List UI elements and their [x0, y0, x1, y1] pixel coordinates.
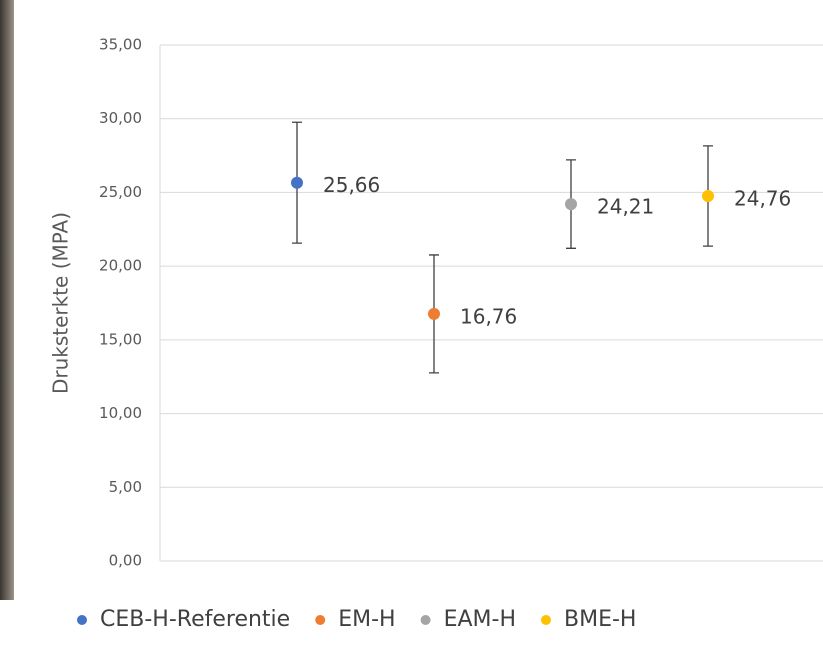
data-point: [291, 177, 303, 189]
data-label: 24,76: [734, 186, 791, 210]
legend-marker: [77, 615, 87, 625]
y-tick-label: 35,00: [99, 36, 142, 54]
legend-marker: [315, 615, 325, 625]
legend-label: EAM-H: [444, 607, 516, 632]
page: Druksterkte (MPA) 0,00 5,00 10,00 15,00 20,0…: [0, 0, 823, 650]
y-tick-label: 0,00: [109, 552, 142, 570]
y-tick-label: 10,00: [99, 404, 142, 422]
y-tick-label: 20,00: [99, 257, 142, 275]
data-label: 24,21: [597, 195, 654, 219]
legend-marker: [541, 615, 551, 625]
data-point: [702, 190, 714, 202]
legend-marker: [421, 615, 431, 625]
legend-label: EM-H: [338, 607, 395, 632]
y-tick-label: 15,00: [99, 330, 142, 348]
data-label: 25,66: [323, 173, 380, 197]
y-tick-label: 5,00: [109, 478, 142, 496]
data-point: [565, 198, 577, 210]
legend-label: BME-H: [564, 607, 636, 632]
data-point: [428, 308, 440, 320]
chart: Druksterkte (MPA) 0,00 5,00 10,00 15,00 20,0…: [0, 0, 823, 650]
legend-label: CEB-H-Referentie: [100, 607, 290, 632]
y-axis-label: Druksterkte (MPA): [49, 212, 73, 394]
y-tick-label: 25,00: [99, 183, 142, 201]
data-label: 16,76: [460, 304, 517, 328]
background-photo-strip: [0, 0, 14, 600]
y-tick-label: 30,00: [99, 109, 142, 127]
